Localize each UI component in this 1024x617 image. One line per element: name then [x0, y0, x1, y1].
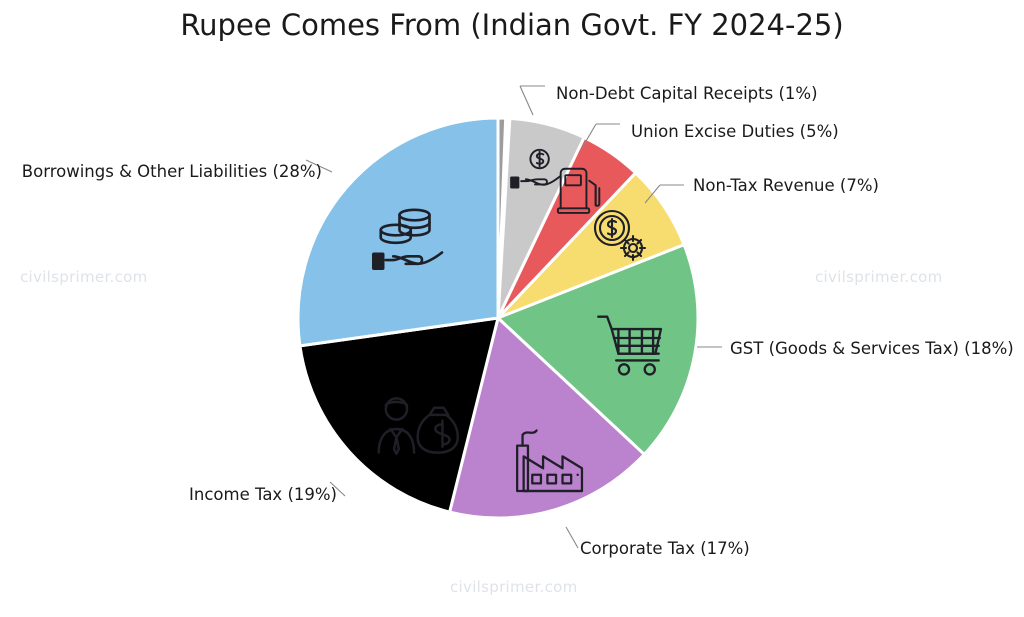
leader-income — [329, 481, 346, 497]
pie-slice-corporate-tax[interactable] — [447, 315, 647, 520]
leader-nontax-2 — [644, 184, 661, 204]
label-borrowings: Borrowings & Other Liabilities (28%) — [22, 162, 322, 181]
pie-slice-gst[interactable] — [495, 242, 700, 457]
pie-slice-income-tax[interactable] — [298, 316, 500, 514]
leader-non-debt-2 — [519, 85, 534, 116]
hand-coin-stack-icon — [372, 208, 444, 270]
label-union-excise-duties: Union Excise Duties (5%) — [631, 122, 839, 141]
leader-borrowings — [305, 159, 333, 173]
factory-icon — [516, 429, 584, 493]
pie-slice-borrowings-and-other-liabilities[interactable] — [296, 116, 500, 348]
taxpayer-money-bag-icon — [377, 397, 460, 456]
watermark-right: civilsprimer.com — [815, 268, 943, 286]
hand-coin-icon — [510, 148, 561, 189]
label-non-debt-capital-receipts: Non-Debt Capital Receipts (1%) — [556, 84, 818, 103]
leader-lines — [305, 85, 722, 549]
label-income-tax: Income Tax (19%) — [189, 485, 337, 504]
pie-slice-layer — [296, 116, 700, 520]
watermark-bottom: civilsprimer.com — [450, 578, 578, 596]
page-title: Rupee Comes From (Indian Govt. FY 2024-2… — [180, 8, 844, 42]
label-gst: GST (Goods & Services Tax) (18%) — [730, 339, 1014, 358]
coin-gear-icon — [593, 209, 647, 262]
leader-corporate — [565, 526, 579, 549]
label-non-tax-revenue: Non-Tax Revenue (7%) — [693, 176, 879, 195]
shopping-cart-icon — [597, 315, 663, 376]
watermark-left: civilsprimer.com — [20, 268, 148, 286]
label-corporate-tax: Corporate Tax (17%) — [580, 539, 750, 558]
leader-excise-2 — [581, 123, 597, 149]
fuel-pump-icon — [556, 167, 601, 214]
